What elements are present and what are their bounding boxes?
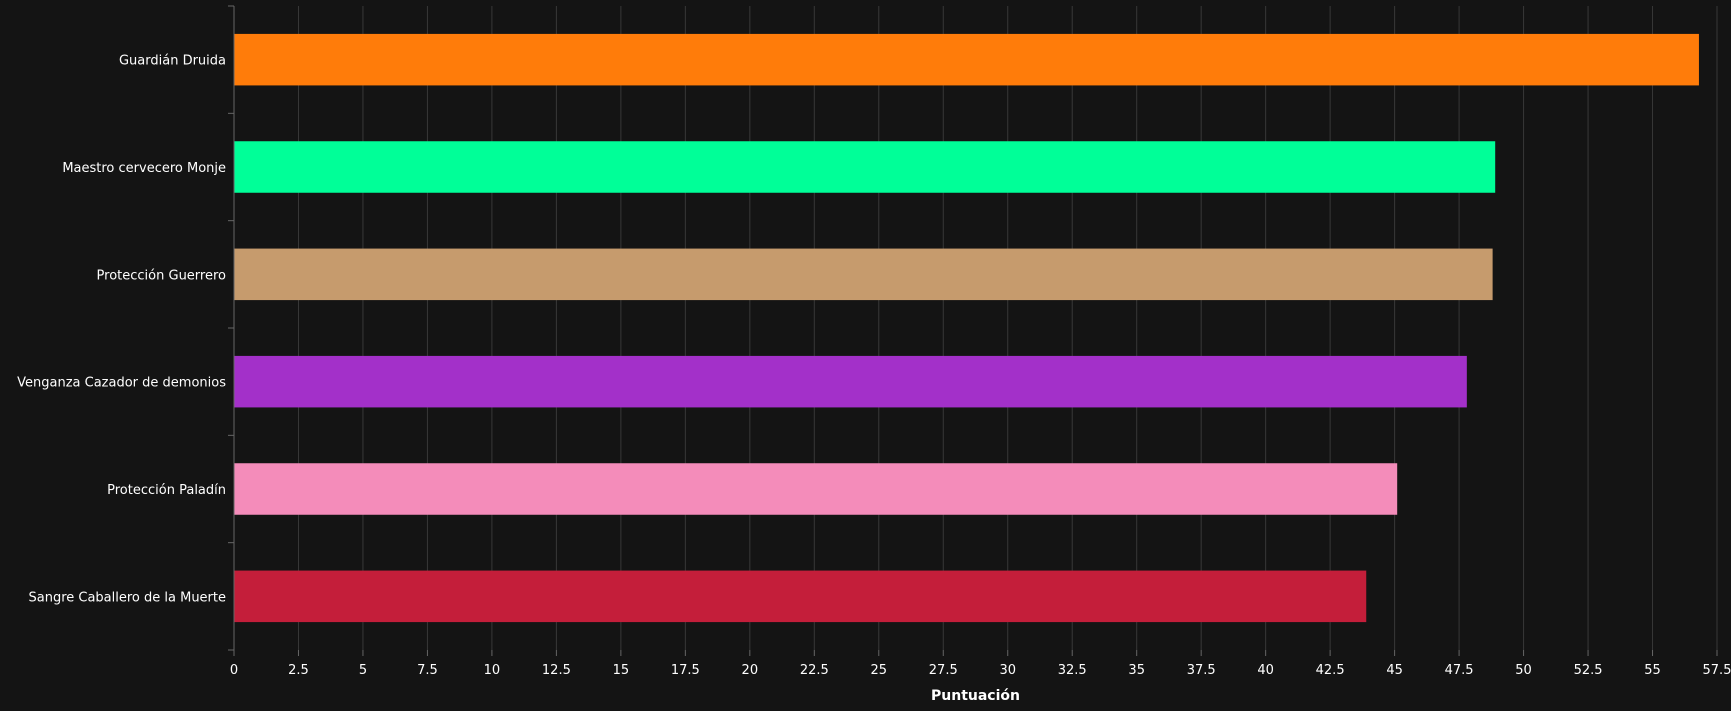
bar (234, 355, 1467, 408)
bar (234, 570, 1367, 623)
x-tick-label: 52.5 (1574, 663, 1603, 678)
x-tick-label: 45 (1386, 663, 1403, 678)
x-axis: 0 2.5 5 7.5 10 12.5 15 17.5 20 22.5 25 27.5 30 32.5 35… (230, 650, 1731, 678)
x-tick-label: 47.5 (1445, 663, 1474, 678)
bar (234, 463, 1398, 515)
bar (234, 141, 1496, 193)
x-tick-label: 42.5 (1316, 663, 1345, 678)
bars (234, 33, 1699, 623)
x-tick-label: 27.5 (929, 663, 958, 678)
x-tick-label: 37.5 (1187, 663, 1216, 678)
category-label: Protección Paladín (107, 483, 226, 498)
x-tick-label: 0 (230, 663, 238, 678)
y-axis: Guardián Druida Maestro cervecero Monje Pr… (17, 5, 235, 651)
bar (234, 33, 1699, 86)
x-axis-title: Puntuación (931, 688, 1020, 704)
x-tick-label: 50 (1515, 663, 1532, 678)
x-tick-label: 2.5 (288, 663, 309, 678)
x-tick-label: 20 (742, 663, 759, 678)
x-tick-label: 55 (1644, 663, 1661, 678)
x-tick-label: 12.5 (542, 663, 571, 678)
x-tick-label: 10 (484, 663, 501, 678)
x-tick-label: 35 (1128, 663, 1145, 678)
x-tick-label: 22.5 (800, 663, 829, 678)
x-tick-label: 17.5 (671, 663, 700, 678)
x-tick-label: 25 (871, 663, 888, 678)
x-tick-label: 15 (613, 663, 630, 678)
x-tick-label: 32.5 (1058, 663, 1087, 678)
x-tick-label: 40 (1257, 663, 1274, 678)
bar (234, 248, 1493, 301)
category-label: Guardián Druida (119, 54, 226, 69)
category-label: Maestro cervecero Monje (62, 161, 226, 176)
gridlines (297, 6, 1718, 650)
category-label: Venganza Cazador de demonios (17, 376, 226, 391)
category-label: Protección Guerrero (97, 268, 226, 283)
x-tick-label: 30 (999, 663, 1016, 678)
x-tick-label: 5 (359, 663, 367, 678)
category-label: Sangre Caballero de la Muerte (28, 590, 226, 605)
x-tick-label: 7.5 (417, 663, 438, 678)
x-tick-label: 57.5 (1703, 663, 1731, 678)
